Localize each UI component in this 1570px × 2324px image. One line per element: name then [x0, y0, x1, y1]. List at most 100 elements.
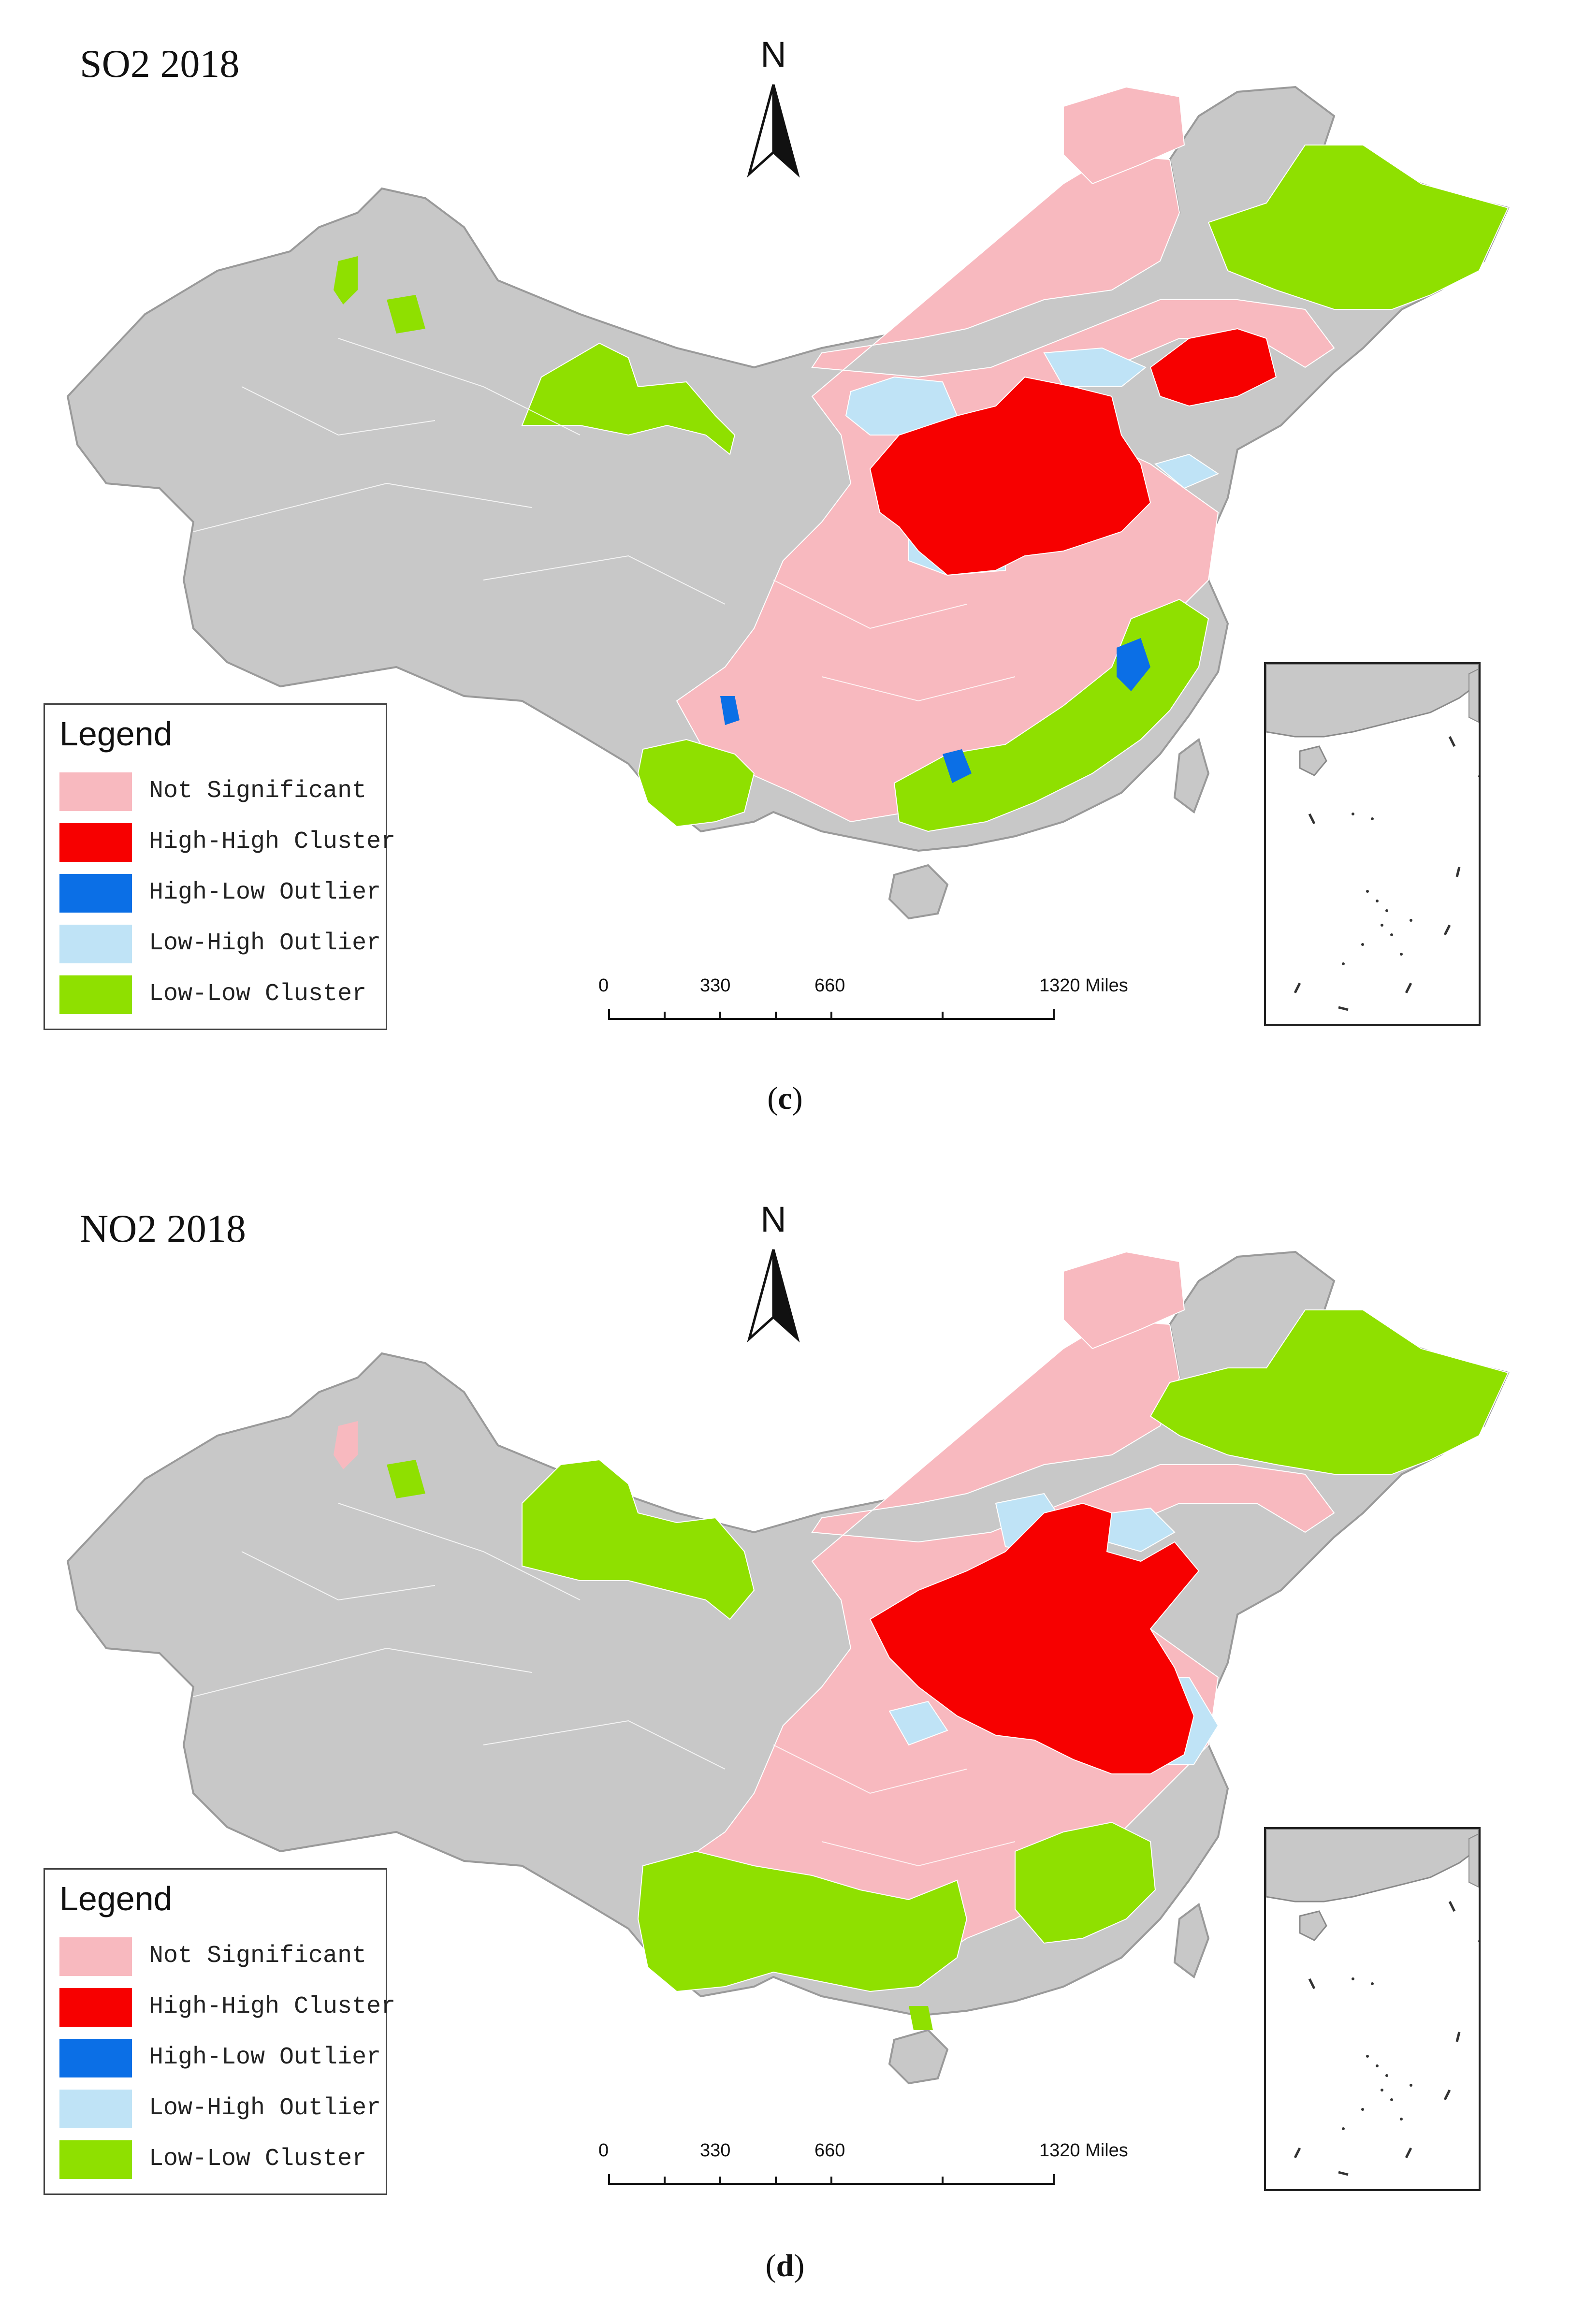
zone-not-significant-north [1063, 1251, 1185, 1350]
zone-low-low-northeast [1207, 145, 1509, 310]
figure-caption: (d) [0, 2248, 1570, 2284]
zone-high-low-east [1117, 638, 1150, 691]
scale-label: 1320 Miles [1039, 975, 1128, 996]
map-title: SO2 2018 [80, 42, 240, 86]
scale-label: 0 [598, 2140, 609, 2161]
legend-title: Legend [59, 715, 173, 753]
zone-low-low-xinjiang-b [387, 295, 425, 334]
legend-label: High-High Cluster [149, 828, 396, 856]
caption-paren: ( [767, 1081, 778, 1116]
zone-low-low-south [637, 1850, 968, 1992]
zone-low-low-xinjiang-b [387, 1460, 425, 1498]
china-base-region [66, 1250, 1510, 2017]
scale-label: 1320 Miles [1039, 2140, 1128, 2161]
zone-low-low-xinjiang-a [334, 256, 358, 305]
scale-label: 330 [700, 2140, 731, 2161]
map-panel-so2: SO2 2018 N Legend Not Significant High-H… [0, 0, 1570, 1116]
legend-label: Low-Low Cluster [149, 2145, 367, 2173]
scale-bar-line [608, 2174, 1055, 2185]
legend-item: Low-High Outlier [59, 2090, 381, 2128]
legend-label: High-Low Outlier [149, 879, 381, 906]
legend-label: Not Significant [149, 1942, 367, 1970]
zone-high-low-south [943, 749, 972, 783]
legend-item: High-Low Outlier [59, 2039, 381, 2077]
scale-label: 660 [814, 975, 845, 996]
legend-label: Not Significant [149, 777, 367, 805]
legend-swatch [59, 772, 132, 811]
zone-low-low-southwest [637, 739, 755, 828]
map-title: NO2 2018 [80, 1206, 246, 1250]
map-canvas-so2 [66, 86, 1510, 920]
caption-letter: d [776, 2248, 794, 2283]
caption-paren: ) [792, 1081, 803, 1116]
north-arrow: N [740, 1199, 807, 1344]
inset-map [1265, 663, 1484, 1011]
zone-low-low-southeast [1015, 1821, 1156, 1944]
legend-item: High-High Cluster [59, 823, 395, 862]
zone-low-low-west [521, 342, 736, 455]
figure-caption: (c) [0, 1080, 1570, 1117]
legend-swatch [59, 1988, 132, 2027]
legend-swatch [59, 823, 132, 862]
south-china-sea-inset [1264, 1827, 1484, 2191]
taiwan-island [1173, 1903, 1210, 1979]
zone-low-low-west [522, 1459, 755, 1620]
north-arrow: N [740, 34, 807, 179]
zone-high-high-core [869, 1502, 1200, 1774]
zone-high-low-southwest [720, 696, 740, 725]
zone-not-significant-north [1063, 86, 1185, 185]
north-arrow-icon [747, 84, 800, 178]
scale-bar-line [608, 1009, 1055, 1020]
caption-paren: ) [794, 2248, 805, 2283]
scale-label: 330 [700, 975, 731, 996]
legend-item: Not Significant [59, 1937, 378, 1976]
zone-low-high-shandong [1154, 453, 1220, 489]
north-label: N [760, 1199, 786, 1239]
legend-label: High-High Cluster [149, 1993, 396, 2020]
caption-paren: ( [765, 2248, 776, 2283]
legend-item: Not Significant [59, 772, 378, 811]
legend-box: Legend Not Significant High-High Cluster… [44, 703, 395, 1030]
hainan-island [888, 864, 949, 920]
legend-label: Low-Low Cluster [149, 980, 367, 1008]
legend-swatch [59, 2090, 132, 2128]
scale-label: 0 [598, 975, 609, 996]
legend-swatch [59, 975, 132, 1014]
legend-swatch [59, 2140, 132, 2179]
legend-swatch [59, 1937, 132, 1976]
legend-swatch [59, 925, 132, 963]
legend-item: Low-High Outlier [59, 925, 381, 963]
map-canvas-no2 [66, 1250, 1510, 2085]
legend-item: High-Low Outlier [59, 874, 381, 913]
zone-low-low-hainan-coast [909, 2006, 933, 2030]
north-arrow-icon [747, 1249, 800, 1343]
zone-low-low-northeast [1149, 1309, 1509, 1475]
south-china-sea-inset [1264, 662, 1484, 1026]
legend-swatch [59, 874, 132, 913]
north-label: N [760, 34, 786, 74]
legend-item: Low-Low Cluster [59, 975, 378, 1014]
legend-label: High-Low Outlier [149, 2044, 381, 2071]
legend-label: Low-High Outlier [149, 2094, 381, 2122]
caption-letter: c [778, 1081, 792, 1116]
legend-label: Low-High Outlier [149, 930, 381, 957]
legend-item: High-High Cluster [59, 1988, 395, 2027]
inset-map [1265, 1828, 1484, 2176]
map-panel-no2: NO2 2018 N Legend Not Significant High-H… [0, 1165, 1570, 2283]
zone-not-significant-xinjiang [334, 1421, 358, 1469]
zone-low-high-beijing [1043, 347, 1147, 387]
scale-bar: 0 330 660 1320 Miles [595, 2140, 1128, 2193]
scale-bar: 0 330 660 1320 Miles [595, 975, 1128, 1029]
legend-item: Low-Low Cluster [59, 2140, 378, 2179]
legend-box: Legend Not Significant High-High Cluster… [44, 1868, 395, 2195]
legend-swatch [59, 2039, 132, 2077]
zone-high-high-core [869, 376, 1151, 576]
taiwan-island [1173, 738, 1210, 814]
hainan-island [888, 2029, 949, 2085]
zone-low-high-henan [888, 1700, 948, 1746]
scale-label: 660 [814, 2140, 845, 2161]
province-boundaries [193, 338, 1016, 702]
province-boundaries [193, 1503, 1016, 1867]
zone-high-high-northeast [1149, 328, 1277, 407]
legend-title: Legend [59, 1880, 173, 1917]
